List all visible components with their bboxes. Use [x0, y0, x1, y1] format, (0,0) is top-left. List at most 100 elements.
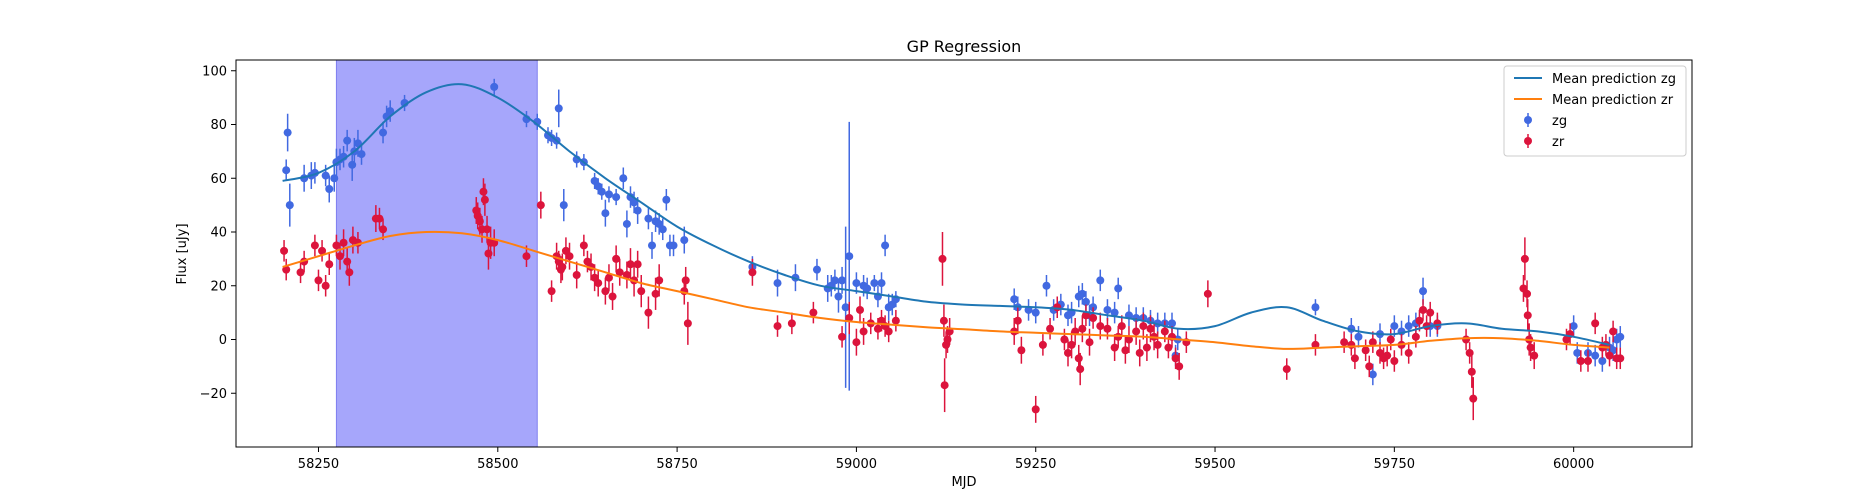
data-point-zg — [1404, 322, 1413, 331]
data-point-zr — [681, 276, 690, 285]
shaded-region-layer — [335, 59, 538, 448]
data-point-zr — [1584, 357, 1592, 365]
data-point-zr — [1017, 346, 1026, 355]
data-point-zg — [1110, 308, 1119, 317]
data-point-zg — [877, 279, 886, 288]
data-point-zr — [1053, 303, 1062, 312]
data-point-zr — [1142, 343, 1151, 352]
data-point-zg — [601, 209, 610, 218]
x-tick-label: 58250 — [298, 457, 339, 472]
data-point-zg — [1103, 305, 1112, 314]
data-point-zr — [845, 314, 854, 322]
data-point-zg — [386, 107, 395, 116]
data-point-zr — [644, 308, 653, 317]
legend-label-mean-zr: Mean prediction zr — [1552, 93, 1674, 108]
data-point-zg — [379, 128, 388, 137]
data-point-zr — [522, 252, 531, 261]
x-tick-label: 59500 — [1194, 457, 1235, 472]
data-point-zr — [1411, 332, 1420, 341]
data-point-zr — [1361, 346, 1370, 355]
mean-prediction-layer — [282, 83, 1610, 350]
data-point-zr — [615, 268, 624, 277]
data-point-zr — [873, 324, 882, 333]
data-point-zg — [612, 193, 621, 202]
data-point-zg — [559, 201, 568, 210]
data-point-zg — [669, 241, 678, 250]
data-point-zr — [1081, 311, 1090, 320]
data-point-zr — [852, 338, 861, 347]
data-point-zr — [1110, 343, 1119, 352]
data-point-zr — [1605, 351, 1614, 360]
data-point-zr — [1365, 362, 1374, 371]
data-point-zg — [285, 201, 294, 210]
data-point-zr — [1089, 314, 1098, 322]
data-point-zg — [834, 292, 843, 301]
data-point-zr — [296, 268, 305, 277]
data-point-zr — [1419, 305, 1428, 314]
data-point-zr — [884, 327, 893, 336]
data-point-zr — [940, 381, 949, 390]
data-point-zg — [773, 279, 782, 288]
data-point-zg — [1354, 332, 1363, 341]
data-point-zr — [536, 201, 545, 210]
series-zr — [280, 178, 1625, 423]
data-point-zr — [310, 241, 319, 250]
data-point-zr — [773, 322, 782, 331]
data-point-zr — [483, 225, 492, 234]
data-point-zg — [1569, 322, 1578, 331]
data-point-zg — [597, 187, 606, 196]
data-point-zr — [282, 265, 291, 274]
data-point-zr — [325, 260, 334, 269]
data-point-zr — [1523, 311, 1532, 320]
data-point-zr — [1609, 327, 1618, 336]
data-point-zr — [1103, 324, 1112, 333]
data-point-zg — [1311, 303, 1320, 312]
data-point-zr — [345, 268, 354, 277]
data-point-zr — [608, 292, 617, 301]
data-point-zg — [1010, 295, 1019, 304]
data-point-zr — [1415, 316, 1424, 325]
data-point-zr — [601, 287, 610, 296]
data-point-zr — [1526, 343, 1535, 352]
data-point-zr — [939, 316, 948, 325]
data-point-zr — [490, 238, 499, 247]
data-point-zr — [1383, 351, 1392, 360]
data-point-zr — [1171, 354, 1180, 363]
x-tick-label: 59750 — [1374, 457, 1415, 472]
x-tick-label: 59250 — [1015, 457, 1056, 472]
data-point-zg — [622, 219, 631, 228]
data-point-zr — [787, 319, 796, 328]
data-point-zg — [881, 241, 890, 250]
y-tick-label: −20 — [200, 387, 227, 402]
data-point-zr — [622, 271, 631, 279]
data-point-zr — [1340, 338, 1349, 347]
data-point-zr — [1139, 322, 1148, 331]
data-point-zr — [375, 214, 384, 223]
data-point-zg — [1168, 319, 1176, 328]
data-point-zr — [1153, 340, 1162, 349]
data-point-zg — [282, 166, 291, 175]
x-tick-label: 58500 — [477, 457, 518, 472]
data-point-zr — [604, 273, 613, 282]
data-point-zr — [1076, 365, 1085, 374]
data-point-zg — [1598, 357, 1607, 365]
y-tick-label: 100 — [202, 64, 227, 79]
data-point-zr — [938, 254, 947, 263]
data-point-zg — [648, 241, 656, 250]
data-point-zr — [1368, 338, 1377, 347]
data-point-zr — [336, 252, 344, 261]
data-point-zg — [845, 252, 854, 261]
data-point-zr — [1038, 340, 1047, 349]
data-point-zr — [280, 246, 289, 255]
mean-prediction-line-0 — [282, 83, 1610, 346]
data-point-zg — [1591, 351, 1600, 360]
data-point-zr — [633, 260, 642, 269]
data-point-zg — [357, 150, 366, 159]
legend-marker — [1524, 116, 1532, 124]
data-point-zg — [830, 276, 839, 285]
data-point-zr — [626, 260, 635, 269]
y-axis-label: Flux [uJy] — [175, 223, 190, 284]
legend-swatch-zr — [1524, 134, 1532, 148]
data-point-zr — [1013, 316, 1022, 325]
